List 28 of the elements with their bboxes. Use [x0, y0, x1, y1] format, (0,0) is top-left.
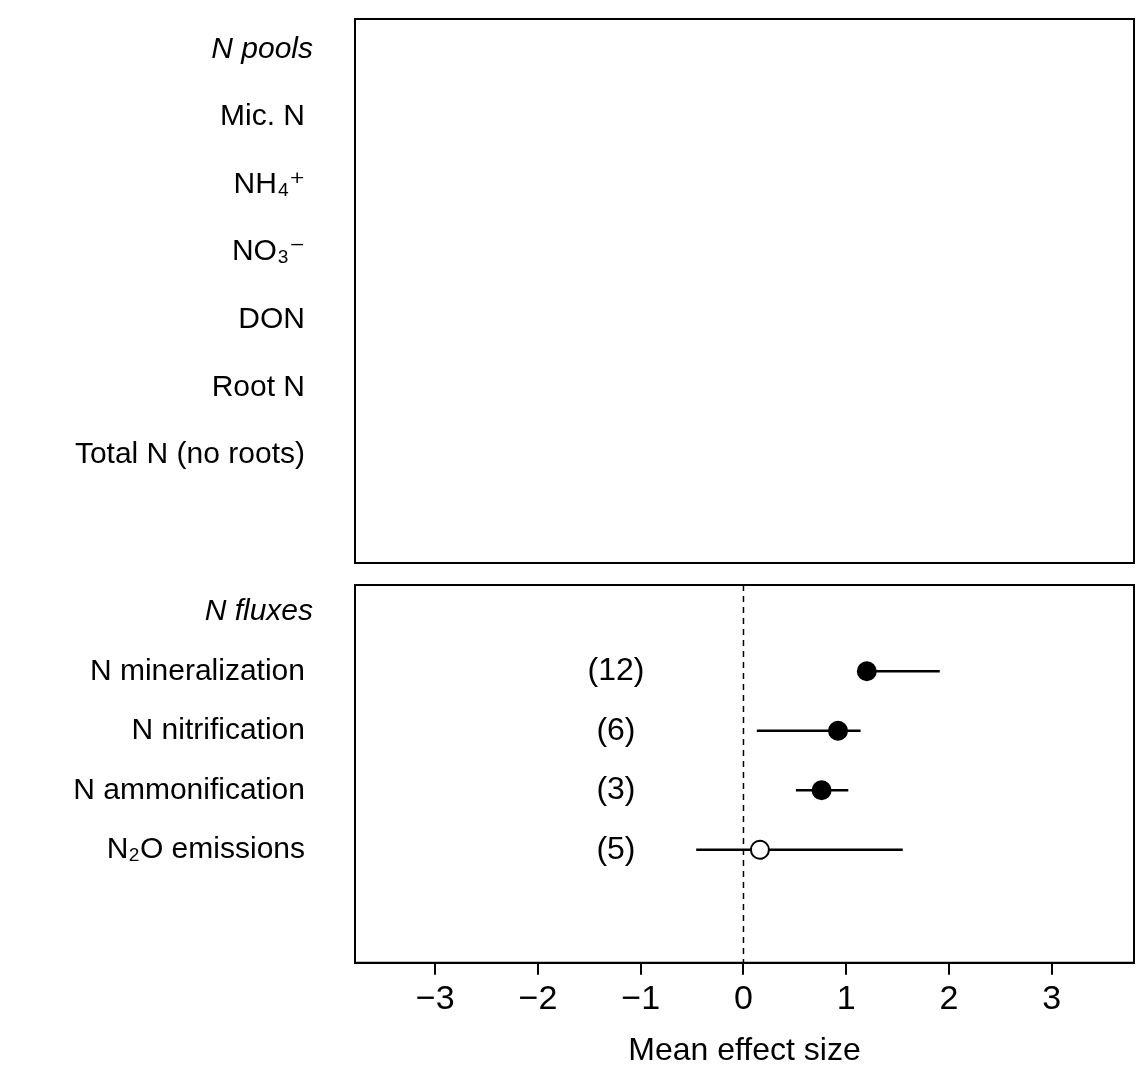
annotation: (6)	[596, 710, 636, 747]
y-tick-label: N nitrification	[131, 712, 305, 746]
x-tick-label: 0	[734, 977, 753, 1016]
annotation: (5)	[596, 829, 636, 866]
point	[749, 839, 770, 860]
y-tick-label: NO₃⁻	[231, 233, 305, 267]
annotation: (12)	[587, 651, 645, 688]
y-tick-label: NH₄⁺	[233, 165, 305, 199]
annotation: (3)	[596, 770, 636, 807]
y-tick-label: Total N (no roots)	[74, 436, 305, 470]
chart-title: N fluxes	[204, 593, 313, 627]
point	[828, 720, 849, 741]
x-tick-label: 2	[939, 977, 959, 1016]
x-axis-title: Mean effect size	[628, 1030, 861, 1067]
chart-title: N pools	[211, 30, 313, 64]
y-tick-label: N ammonification	[73, 771, 305, 805]
y-tick-label: N mineralization	[89, 652, 305, 686]
x-tick-label: −1	[621, 977, 661, 1016]
y-tick-label: Root N	[211, 368, 305, 402]
x-tick-label: 3	[1042, 977, 1062, 1016]
y-tick-label: DON	[238, 300, 305, 334]
x-tick-label: −2	[518, 977, 558, 1016]
x-tick-label: −3	[415, 977, 455, 1016]
point	[811, 780, 832, 801]
y-tick-label: Mic. N	[220, 98, 305, 132]
point	[856, 661, 877, 682]
x-tick-label: 1	[836, 977, 856, 1016]
y-tick-label: N₂O emissions	[106, 831, 305, 865]
